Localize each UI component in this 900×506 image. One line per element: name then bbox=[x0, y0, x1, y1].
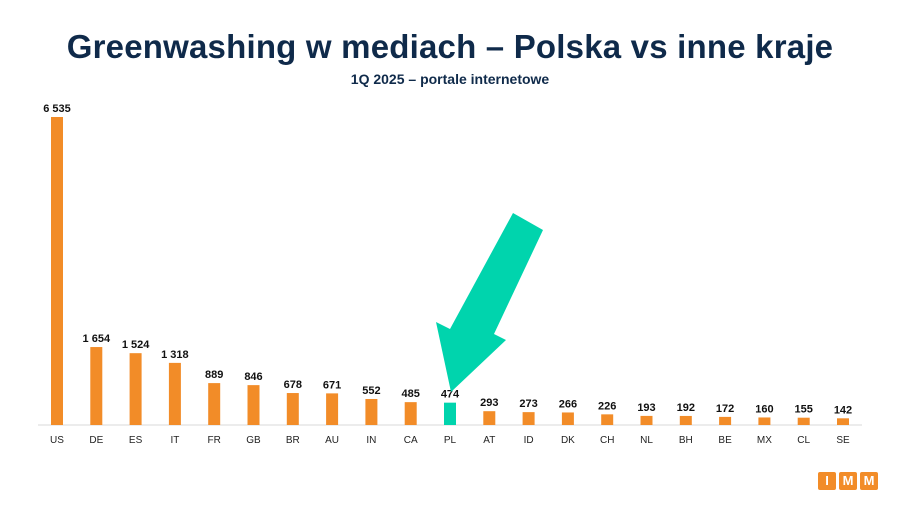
bar-be bbox=[719, 416, 732, 425]
logo-letter: M bbox=[839, 472, 857, 490]
value-label: 226 bbox=[598, 400, 616, 412]
value-label: 1 654 bbox=[83, 333, 111, 345]
category-label: ID bbox=[524, 435, 534, 446]
category-label: BR bbox=[286, 435, 300, 446]
category-label: US bbox=[50, 435, 64, 446]
bar-br bbox=[286, 393, 299, 425]
value-label: 273 bbox=[519, 398, 537, 410]
bar-dk bbox=[561, 412, 574, 425]
category-label: NL bbox=[640, 435, 653, 446]
value-label: 172 bbox=[716, 403, 734, 415]
value-label: 485 bbox=[402, 388, 420, 400]
value-label: 678 bbox=[284, 379, 302, 391]
category-label: DK bbox=[561, 435, 575, 446]
highlight-arrow bbox=[436, 213, 543, 392]
bar-au bbox=[326, 393, 339, 425]
category-label: BE bbox=[718, 435, 732, 446]
category-label: CH bbox=[600, 435, 614, 446]
category-label: AU bbox=[325, 435, 339, 446]
bar-cl bbox=[797, 417, 810, 425]
chart-subtitle: 1Q 2025 – portale internetowe bbox=[350, 71, 550, 87]
bar-mx bbox=[758, 417, 771, 425]
bar-fr bbox=[208, 383, 221, 425]
bar-it bbox=[168, 362, 181, 425]
value-label: 142 bbox=[834, 404, 852, 416]
bar-id bbox=[522, 412, 535, 425]
value-label: 474 bbox=[441, 389, 460, 401]
bar-se bbox=[837, 418, 849, 425]
bar-bh bbox=[679, 415, 692, 425]
category-label: SE bbox=[836, 435, 850, 446]
category-label: FR bbox=[208, 435, 221, 446]
value-label: 193 bbox=[637, 402, 655, 414]
value-label: 846 bbox=[244, 371, 262, 383]
category-label: IT bbox=[170, 435, 179, 446]
category-label: ES bbox=[129, 435, 143, 446]
value-label: 1 524 bbox=[122, 339, 150, 351]
bar-at bbox=[483, 411, 496, 425]
category-label: IN bbox=[366, 435, 376, 446]
imm-logo: I M M bbox=[818, 472, 878, 490]
bar-in bbox=[365, 398, 378, 425]
bar-gb bbox=[247, 385, 260, 425]
category-label: PL bbox=[444, 435, 457, 446]
category-label: CA bbox=[404, 435, 418, 446]
value-label: 6 535 bbox=[43, 103, 71, 115]
value-label: 671 bbox=[323, 379, 341, 391]
bar-ca bbox=[404, 402, 417, 425]
value-label: 155 bbox=[795, 404, 813, 416]
bar-nl bbox=[640, 415, 653, 425]
value-label: 1 318 bbox=[161, 349, 189, 361]
category-label: CL bbox=[797, 435, 810, 446]
category-label: AT bbox=[483, 435, 495, 446]
value-label: 192 bbox=[677, 402, 695, 414]
bar-us bbox=[51, 117, 63, 425]
value-label: 552 bbox=[362, 385, 380, 397]
value-label: 266 bbox=[559, 398, 577, 410]
value-label: 889 bbox=[205, 369, 223, 381]
value-label: 293 bbox=[480, 397, 498, 409]
category-label: DE bbox=[89, 435, 103, 446]
bar-pl bbox=[444, 402, 456, 425]
category-label: MX bbox=[757, 435, 772, 446]
logo-letter: M bbox=[860, 472, 878, 490]
category-label: GB bbox=[246, 435, 261, 446]
chart-title: Greenwashing w mediach – Polska vs inne … bbox=[66, 28, 834, 65]
logo-letter: I bbox=[818, 472, 836, 490]
category-label: BH bbox=[679, 435, 693, 446]
bar-de bbox=[90, 347, 103, 425]
value-label: 160 bbox=[755, 403, 773, 415]
bar-ch bbox=[601, 414, 614, 425]
bar-es bbox=[129, 353, 142, 425]
